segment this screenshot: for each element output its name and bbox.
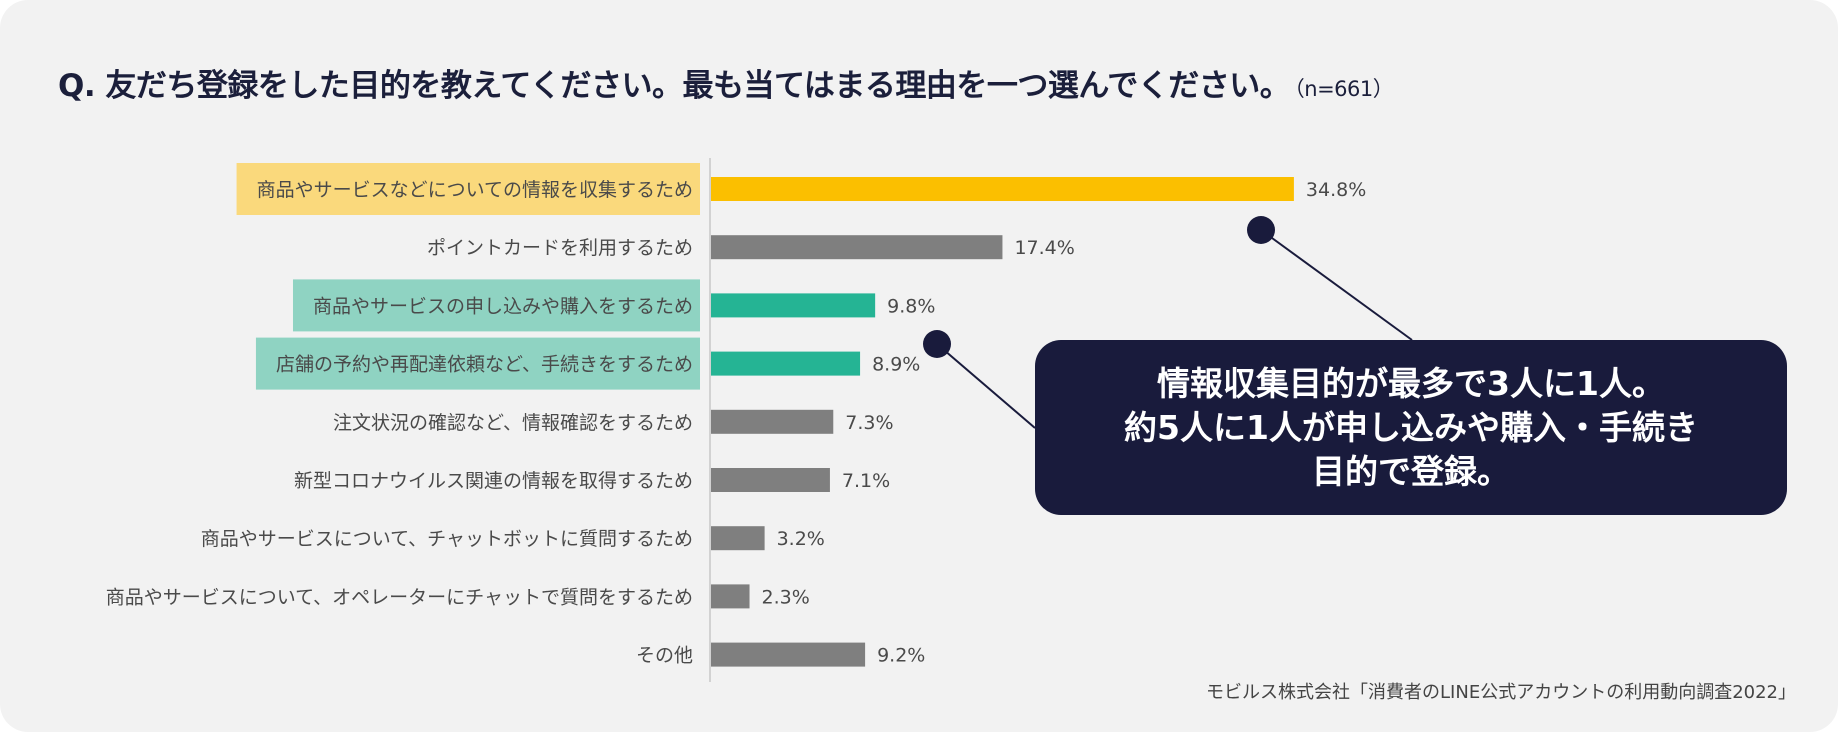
value-label: 7.1% <box>842 470 890 492</box>
category-label: ポイントカードを利用するため <box>427 237 693 259</box>
category-labels: 商品やサービスなどについての情報を収集するためポイントカードを利用するため商品や… <box>106 179 693 667</box>
category-label: 店舗の予約や再配達依頼など、手続きをするため <box>276 354 693 376</box>
value-label: 8.9% <box>872 354 920 376</box>
connector-line-info <box>1260 229 1413 341</box>
bar <box>711 409 834 434</box>
bars <box>711 177 1294 667</box>
connector-dot-purchase <box>923 330 951 358</box>
category-label: その他 <box>636 645 693 667</box>
label-highlights <box>236 163 700 390</box>
value-label: 9.8% <box>887 295 935 317</box>
bar <box>711 235 1003 260</box>
bar <box>711 526 765 551</box>
bar <box>711 584 750 609</box>
category-label: 商品やサービスについて、チャットボットに質問するため <box>201 528 693 550</box>
chart-title: Q. 友だち登録をした目的を教えてください。最も当てはまる理由を一つ選んでくださ… <box>58 60 1394 105</box>
value-label: 7.3% <box>845 412 893 434</box>
category-label-highlight <box>236 163 700 215</box>
title-question: Q. 友だち登録をした目的を教えてください。最も当てはまる理由を一つ選んでくださ… <box>58 68 1291 104</box>
callout-line-3: 目的で登録。 <box>1312 451 1510 491</box>
value-label: 9.2% <box>877 645 925 667</box>
bar <box>711 293 876 318</box>
value-label: 34.8% <box>1306 179 1366 201</box>
connector-dot-info <box>1247 216 1275 244</box>
value-label: 3.2% <box>777 528 825 550</box>
source-citation: モビルス株式会社「消費者のLINE公式アカウントの利用動向調査2022」 <box>1206 682 1796 703</box>
bar <box>711 642 866 667</box>
category-label: 商品やサービスについて、オペレーターにチャットで質問をするため <box>106 586 693 608</box>
callout-box: 情報収集目的が最多で3人に1人。 約5人に1人が申し込みや購入・手続き 目的で登… <box>1035 340 1787 515</box>
callout-line-1: 情報収集目的が最多で3人に1人。 <box>1157 363 1665 403</box>
bar <box>711 468 830 492</box>
category-label: 新型コロナウイルス関連の情報を取得するため <box>294 470 693 492</box>
value-label: 2.3% <box>762 586 810 608</box>
bar <box>711 351 861 376</box>
category-label: 商品やサービスなどについての情報を収集するため <box>257 179 693 201</box>
category-label: 商品やサービスの申し込みや購入をするため <box>313 295 693 317</box>
value-label: 17.4% <box>1014 237 1074 259</box>
bar <box>711 177 1294 201</box>
connector-line-purchase <box>936 343 1036 429</box>
callout-connectors <box>923 216 1413 429</box>
value-labels: 34.8% 17.4% 9.8% 8.9% 7.3% 7.1% 3.2% 2.3% 9.2% <box>762 179 1367 667</box>
category-label: 注文状況の確認など、情報確認をするため <box>333 412 693 434</box>
title-sample-size: （n=661） <box>1294 77 1394 101</box>
category-label-highlight <box>255 337 700 390</box>
category-label-highlight <box>292 279 700 332</box>
callout-line-2: 約5人に1人が申し込みや購入・手続き <box>1124 407 1698 447</box>
